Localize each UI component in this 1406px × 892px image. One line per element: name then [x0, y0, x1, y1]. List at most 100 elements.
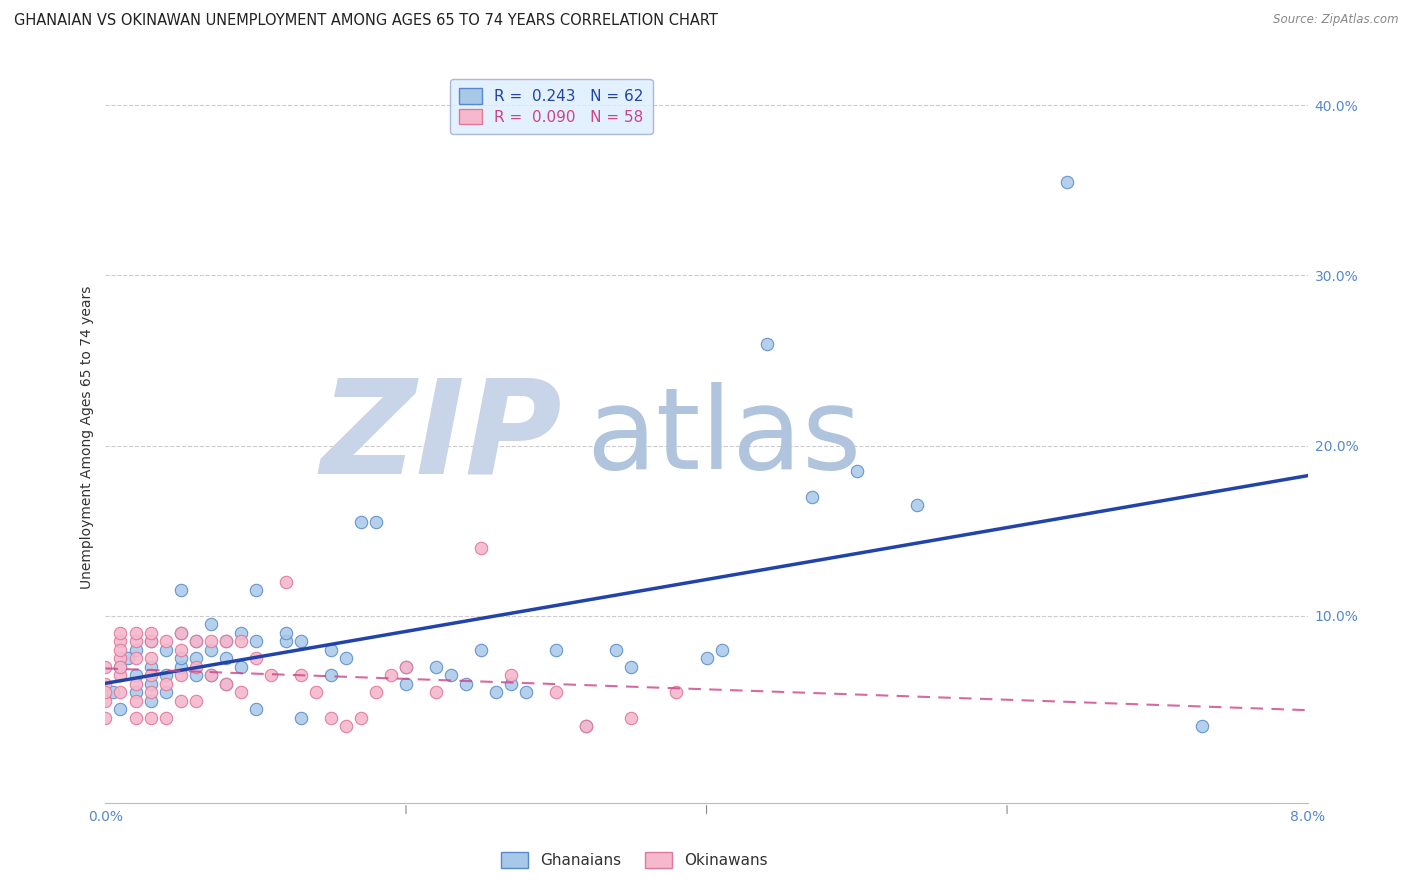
Point: [110, 634, 132, 648]
Point: [94, 694, 117, 708]
Point: [110, 659, 132, 673]
Point: [620, 711, 643, 725]
Point: [110, 685, 132, 699]
Point: [110, 651, 132, 665]
Point: [501, 668, 523, 682]
Point: [155, 668, 177, 682]
Point: [229, 634, 252, 648]
Point: [124, 625, 146, 640]
Point: [380, 668, 402, 682]
Point: [800, 490, 823, 504]
Point: [229, 625, 252, 640]
Point: [139, 685, 162, 699]
Point: [214, 651, 236, 665]
Point: [169, 583, 191, 598]
Point: [110, 659, 132, 673]
Point: [169, 625, 191, 640]
Point: [546, 685, 568, 699]
Point: [274, 625, 297, 640]
Text: Source: ZipAtlas.com: Source: ZipAtlas.com: [1274, 13, 1399, 27]
Point: [139, 694, 162, 708]
Point: [110, 642, 132, 657]
Point: [335, 651, 357, 665]
Point: [117, 651, 139, 665]
Point: [214, 634, 236, 648]
Point: [605, 642, 627, 657]
Text: ZIP: ZIP: [321, 374, 562, 500]
Point: [169, 668, 191, 682]
Point: [755, 336, 778, 351]
Point: [620, 659, 643, 673]
Point: [184, 659, 207, 673]
Point: [696, 651, 718, 665]
Point: [139, 668, 162, 682]
Point: [124, 711, 146, 725]
Point: [169, 659, 191, 673]
Point: [110, 625, 132, 640]
Point: [319, 642, 342, 657]
Point: [139, 634, 162, 648]
Point: [155, 685, 177, 699]
Point: [110, 702, 132, 716]
Point: [710, 642, 733, 657]
Point: [274, 634, 297, 648]
Point: [1191, 719, 1213, 733]
Point: [290, 668, 312, 682]
Point: [184, 694, 207, 708]
Point: [290, 634, 312, 648]
Text: GHANAIAN VS OKINAWAN UNEMPLOYMENT AMONG AGES 65 TO 74 YEARS CORRELATION CHART: GHANAIAN VS OKINAWAN UNEMPLOYMENT AMONG …: [14, 13, 718, 29]
Point: [214, 677, 236, 691]
Point: [124, 651, 146, 665]
Point: [124, 642, 146, 657]
Point: [94, 659, 117, 673]
Point: [350, 711, 373, 725]
Point: [124, 694, 146, 708]
Point: [184, 668, 207, 682]
Point: [335, 719, 357, 733]
Point: [260, 668, 283, 682]
Point: [245, 583, 267, 598]
Point: [395, 659, 418, 673]
Point: [124, 634, 146, 648]
Point: [124, 677, 146, 691]
Point: [440, 668, 463, 682]
Point: [169, 694, 191, 708]
Point: [200, 668, 222, 682]
Point: [184, 634, 207, 648]
Point: [229, 659, 252, 673]
Point: [139, 651, 162, 665]
Point: [364, 515, 387, 529]
Point: [214, 677, 236, 691]
Point: [425, 685, 447, 699]
Y-axis label: Unemployment Among Ages 65 to 74 years: Unemployment Among Ages 65 to 74 years: [80, 285, 94, 589]
Point: [94, 677, 117, 691]
Point: [200, 642, 222, 657]
Point: [290, 711, 312, 725]
Point: [575, 719, 598, 733]
Point: [665, 685, 688, 699]
Point: [169, 625, 191, 640]
Point: [905, 498, 928, 512]
Point: [229, 685, 252, 699]
Point: [350, 515, 373, 529]
Point: [110, 668, 132, 682]
Point: [845, 464, 868, 478]
Point: [169, 651, 191, 665]
Point: [470, 642, 492, 657]
Point: [94, 711, 117, 725]
Point: [184, 651, 207, 665]
Point: [139, 659, 162, 673]
Point: [200, 668, 222, 682]
Point: [155, 711, 177, 725]
Point: [245, 651, 267, 665]
Point: [575, 719, 598, 733]
Text: atlas: atlas: [586, 382, 862, 492]
Point: [155, 677, 177, 691]
Point: [94, 685, 117, 699]
Point: [139, 711, 162, 725]
Point: [515, 685, 537, 699]
Point: [470, 541, 492, 555]
Legend: Ghanaians, Okinawans: Ghanaians, Okinawans: [494, 845, 776, 876]
Point: [305, 685, 328, 699]
Point: [364, 685, 387, 699]
